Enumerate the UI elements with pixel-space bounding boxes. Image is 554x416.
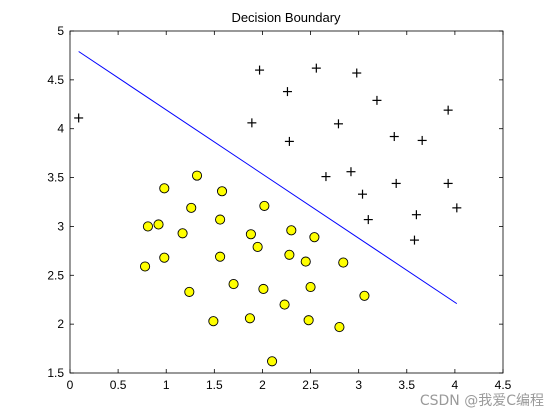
negative-point	[186, 202, 197, 213]
positive-point	[247, 118, 257, 128]
positive-point	[284, 136, 294, 146]
positive-point	[282, 87, 292, 97]
x-tick-label: 1	[163, 378, 170, 392]
negative-point	[244, 313, 255, 324]
positive-point	[417, 135, 427, 145]
x-tick-label: 1.5	[206, 378, 223, 392]
y-tick-label: 3	[57, 219, 64, 233]
negative-point	[267, 356, 278, 367]
negative-point	[286, 225, 297, 236]
negative-point	[252, 241, 263, 252]
y-tick-label: 4	[57, 122, 64, 136]
x-tick-label: 3.5	[398, 378, 415, 392]
positive-point	[346, 167, 356, 177]
chart-title: Decision Boundary	[231, 10, 341, 25]
y-tick-label: 1.5	[47, 366, 64, 380]
negative-point	[159, 183, 170, 194]
negative-point	[208, 316, 219, 327]
plot-area	[69, 30, 504, 374]
positive-point	[452, 203, 462, 213]
negative-point	[334, 322, 345, 333]
axis-ticks: 0 0.5 1 1.5 2 2.5 3 3.5 4 4.5 1.5 2 2.5 3 3.5 4 4.5 5	[47, 24, 511, 392]
negative-point	[309, 232, 320, 243]
negative-point	[245, 229, 256, 240]
negative-point	[216, 186, 228, 197]
x-tick-label: 0.5	[110, 378, 127, 392]
negative-point	[284, 249, 295, 260]
positive-point	[411, 210, 421, 220]
negative-point	[303, 315, 314, 326]
positive-point	[352, 68, 362, 78]
data-points	[74, 63, 462, 367]
boundary-layer	[78, 51, 458, 305]
decision-boundary-line	[78, 51, 458, 305]
x-tick-label: 3	[355, 378, 362, 392]
negative-point	[258, 283, 269, 295]
positive-point	[443, 178, 453, 188]
negative-point	[305, 281, 316, 293]
y-tick-label: 2.5	[47, 268, 64, 282]
negative-point	[300, 256, 311, 267]
y-tick-label: 3.5	[47, 171, 64, 185]
negative-point	[215, 251, 226, 262]
negative-point	[153, 219, 164, 230]
positive-point	[363, 215, 373, 225]
positive-point	[372, 95, 382, 105]
positive-point	[358, 189, 368, 199]
positive-point	[443, 105, 453, 115]
positive-point	[389, 132, 399, 142]
negative-point	[159, 252, 170, 263]
watermark-text: CSDN @我爱C编程	[419, 393, 544, 409]
x-tick-label: 4	[452, 378, 459, 392]
negative-point	[177, 228, 188, 239]
negative-point	[279, 299, 290, 310]
negative-point	[338, 257, 349, 268]
negative-point	[184, 286, 195, 297]
negative-point	[359, 290, 370, 301]
negative-point	[228, 279, 239, 290]
positive-point	[391, 178, 401, 188]
y-tick-label: 4.5	[47, 73, 64, 87]
positive-point	[409, 235, 419, 245]
x-tick-label: 2	[259, 378, 266, 392]
negative-point	[259, 200, 270, 211]
negative-point	[215, 214, 226, 225]
positive-point	[255, 65, 265, 75]
negative-point	[142, 221, 153, 232]
y-tick-label: 2	[57, 317, 64, 331]
y-tick-label: 5	[57, 24, 64, 38]
x-tick-label: 0	[67, 378, 74, 392]
positive-point	[74, 113, 84, 123]
x-tick-label: 2.5	[302, 378, 319, 392]
positive-point	[321, 172, 331, 182]
negative-point	[140, 261, 151, 272]
negative-point	[191, 170, 203, 181]
positive-point	[333, 119, 343, 129]
positive-point	[311, 63, 321, 73]
x-tick-label: 4.5	[495, 378, 512, 392]
